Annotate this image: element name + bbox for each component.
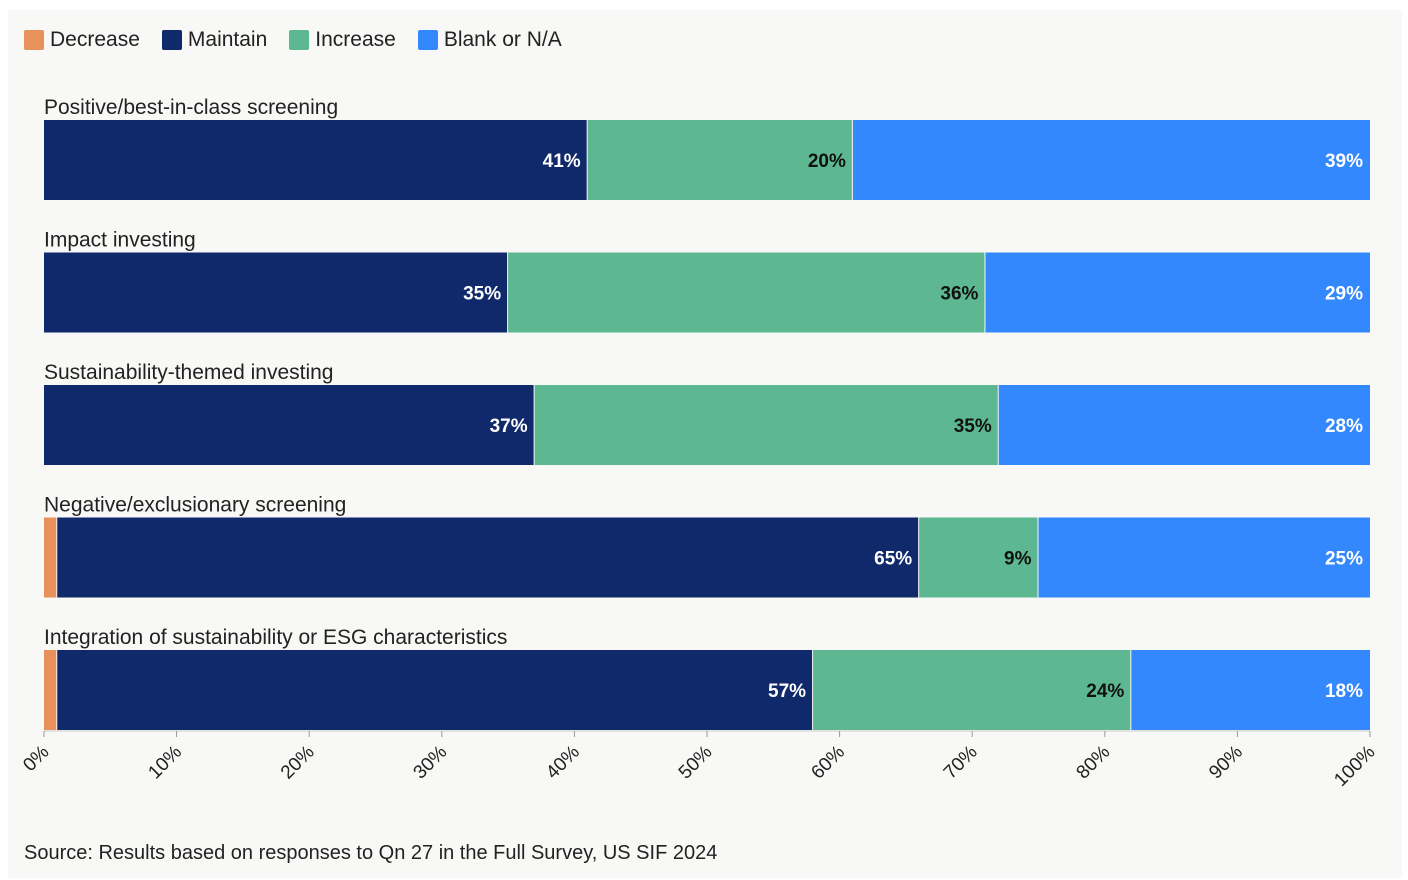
- bar-segment: [44, 517, 57, 598]
- bar-segment: [587, 120, 852, 200]
- legend-item-increase: Increase: [289, 28, 396, 52]
- data-label: 39%: [1325, 151, 1363, 172]
- data-label: 9%: [1004, 549, 1032, 570]
- bar-segment: [813, 650, 1131, 730]
- legend-label-maintain: Maintain: [187, 28, 268, 51]
- legend: Decrease Maintain Increase Blank or N/A: [24, 28, 584, 52]
- data-label: 25%: [1325, 549, 1363, 570]
- category-label: Impact investing: [44, 229, 196, 252]
- legend-item-blank: Blank or N/A: [417, 28, 562, 52]
- data-label: 35%: [463, 284, 501, 305]
- legend-swatch-maintain: [161, 30, 182, 50]
- legend-label-decrease: Decrease: [50, 28, 140, 51]
- data-label: 57%: [768, 681, 806, 702]
- bar-segment: [985, 252, 1370, 333]
- category-label: Sustainability-themed investing: [44, 361, 334, 384]
- x-tick-label: 0%: [19, 742, 53, 776]
- bar-segment: [534, 385, 998, 465]
- data-label: 28%: [1325, 416, 1363, 437]
- bar-segment: [57, 650, 813, 730]
- x-tick-label: 60%: [807, 742, 849, 784]
- data-label: 18%: [1325, 681, 1363, 702]
- source-note: Source: Results based on responses to Qn…: [24, 842, 718, 864]
- bar-segment: [998, 385, 1370, 465]
- category-label: Positive/best-in-class screening: [44, 96, 338, 119]
- x-tick-label: 100%: [1330, 742, 1379, 791]
- bar-segment: [44, 385, 534, 465]
- stacked-bar-chart: Positive/best-in-class screening 41% 20% 39…: [19, 96, 1379, 791]
- x-tick-label: 70%: [940, 742, 982, 784]
- data-label: 29%: [1325, 284, 1363, 305]
- data-label: 41%: [543, 151, 581, 172]
- data-label: 36%: [940, 284, 978, 305]
- x-tick-label: 30%: [410, 742, 452, 784]
- legend-item-decrease: Decrease: [24, 28, 140, 52]
- category-label: Integration of sustainability or ESG cha…: [44, 626, 507, 649]
- bar-segment: [508, 252, 985, 333]
- x-tick-label: 20%: [277, 742, 319, 784]
- x-tick-label: 80%: [1073, 742, 1115, 784]
- legend-swatch-blank: [417, 30, 438, 50]
- legend-swatch-decrease: [24, 30, 44, 50]
- bar-segment: [919, 517, 1038, 598]
- data-label: 24%: [1086, 681, 1124, 702]
- chart-card: Decrease Maintain Increase Blank or N/A …: [8, 10, 1402, 878]
- legend-label-blank: Blank or N/A: [443, 28, 562, 51]
- bar-segment: [1131, 650, 1370, 730]
- bar-segment: [852, 120, 1370, 200]
- legend-item-maintain: Maintain: [161, 28, 268, 52]
- data-label: 35%: [954, 416, 992, 437]
- data-label: 37%: [490, 416, 528, 437]
- bar-segment: [1038, 517, 1370, 598]
- x-tick-label: 10%: [144, 742, 186, 784]
- bar-segment: [57, 517, 919, 598]
- x-tick-label: 90%: [1205, 742, 1247, 784]
- data-label: 65%: [874, 549, 912, 570]
- bar-segment: [44, 120, 587, 200]
- data-label: 20%: [808, 151, 846, 172]
- bar-segment: [44, 650, 57, 730]
- category-label: Negative/exclusionary screening: [44, 494, 346, 517]
- x-tick-label: 40%: [542, 742, 584, 784]
- x-tick-label: 50%: [675, 742, 717, 784]
- legend-swatch-increase: [289, 30, 310, 50]
- bar-segment: [44, 252, 508, 333]
- legend-label-increase: Increase: [315, 28, 396, 51]
